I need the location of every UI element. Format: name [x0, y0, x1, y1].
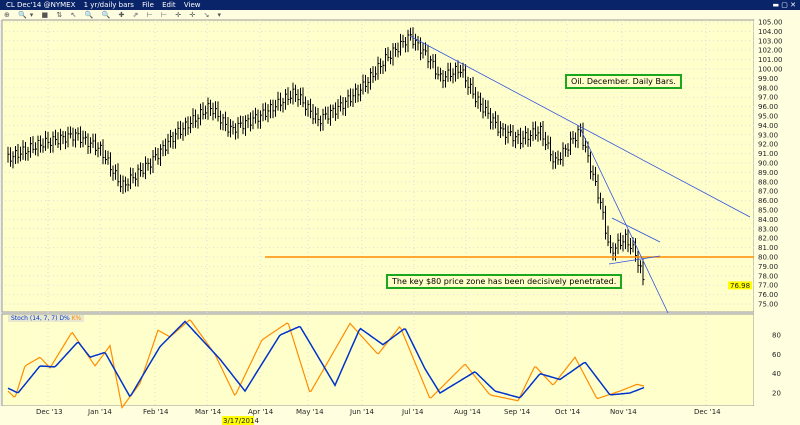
stoch-k-line	[7, 319, 645, 409]
y-tick-label: 93.00	[758, 131, 778, 139]
x-tick-label: Apr '14	[248, 408, 274, 416]
y-tick-label: 85.00	[758, 207, 778, 215]
y-axis-area	[754, 20, 800, 406]
note-annotation: The key $80 price zone has been decisive…	[386, 274, 623, 289]
date-cursor-highlight	[222, 416, 254, 425]
y-tick-label: 102.00	[758, 47, 783, 55]
menu-file[interactable]: File	[142, 1, 154, 9]
y-tick-label: 104.00	[758, 28, 783, 36]
date-cursor-label: 3/17/2014	[223, 417, 259, 425]
stoch-y-tick: 60	[772, 351, 781, 359]
y-tick-label: 101.00	[758, 56, 783, 64]
x-tick-label: Dec '14	[694, 408, 721, 416]
x-tick-label: Jun '14	[349, 408, 375, 416]
y-tick-label: 76.00	[758, 291, 778, 299]
stoch-d-legend[interactable]: D%	[59, 315, 70, 322]
title-annotation: Oil. December. Daily Bars.	[565, 74, 682, 89]
indicator-pane	[1, 313, 755, 407]
window-controls[interactable]: ▬ ▢ ✕	[772, 1, 796, 9]
y-tick-label: 77.00	[758, 282, 778, 290]
y-tick-label: 97.00	[758, 94, 778, 102]
y-tick-label: 99.00	[758, 75, 778, 83]
x-tick-label: Feb '14	[143, 408, 169, 416]
stoch-y-tick: 20	[772, 390, 781, 398]
y-tick-label: 83.00	[758, 225, 778, 233]
y-tick-label: 84.00	[758, 216, 778, 224]
y-tick-label: 81.00	[758, 244, 778, 252]
y-tick-label: 92.00	[758, 141, 778, 149]
toolbar-icons[interactable]: ⊕ 🔍▾ ■ ⇅ ↖ 🔍 🔍 ✚ ⇗ ⊢ ⊢ ✛ ✛ ↘ ▾	[4, 11, 225, 19]
y-tick-label: 98.00	[758, 84, 778, 92]
x-tick-label: Dec '13	[36, 408, 63, 416]
stoch-d-line	[7, 320, 645, 399]
y-tick-label: 87.00	[758, 188, 778, 196]
y-tick-label: 96.00	[758, 103, 778, 111]
trendline	[608, 255, 661, 265]
toolbar: ⊕ 🔍▾ ■ ⇅ ↖ 🔍 🔍 ✚ ⇗ ⊢ ⊢ ✛ ✛ ↘ ▾	[0, 10, 800, 20]
interval-dropdown[interactable]: 1 yr/daily bars	[83, 1, 134, 9]
trendline	[611, 217, 661, 243]
trendline	[579, 127, 669, 314]
y-tick-label: 90.00	[758, 160, 778, 168]
y-tick-label: 103.00	[758, 37, 783, 45]
y-tick-label: 91.00	[758, 150, 778, 158]
x-tick-label: May '14	[296, 408, 324, 416]
y-tick-label: 86.00	[758, 197, 778, 205]
stoch-label: Stoch (14, 7, 7) D% K%	[8, 315, 85, 322]
x-tick-label: Jul '14	[401, 408, 424, 416]
y-tick-label: 94.00	[758, 122, 778, 130]
x-tick-label: Sep '14	[504, 408, 531, 416]
x-tick-label: Aug '14	[454, 408, 481, 416]
y-tick-label: 88.00	[758, 178, 778, 186]
y-tick-label: 100.00	[758, 66, 783, 74]
menu-edit[interactable]: Edit	[162, 1, 176, 9]
trendline	[409, 35, 751, 218]
y-tick-label: 95.00	[758, 113, 778, 121]
last-price-label: 76.98	[730, 282, 750, 290]
x-axis-area	[0, 406, 800, 425]
y-tick-label: 75.00	[758, 301, 778, 309]
y-tick-label: 80.00	[758, 254, 778, 262]
menu-view[interactable]: View	[183, 1, 201, 9]
symbol-dropdown[interactable]: CL Dec'14 @NYMEX	[6, 1, 76, 9]
y-tick-label: 79.00	[758, 263, 778, 271]
stoch-k-legend[interactable]: K%	[71, 315, 82, 322]
y-tick-label: 78.00	[758, 272, 778, 280]
x-tick-label: Nov '14	[610, 408, 637, 416]
title-bar: CL Dec'14 @NYMEX 1 yr/daily bars File Ed…	[0, 0, 800, 10]
x-tick-label: Mar '14	[195, 408, 222, 416]
y-tick-label: 105.00	[758, 19, 783, 27]
last-price-marker	[728, 281, 752, 290]
stoch-y-tick: 80	[772, 332, 781, 340]
y-tick-label: 82.00	[758, 235, 778, 243]
stoch-y-tick: 40	[772, 370, 781, 378]
y-tick-label: 89.00	[758, 169, 778, 177]
x-tick-label: Jan '14	[87, 408, 112, 416]
x-tick-label: Oct '14	[555, 408, 581, 416]
